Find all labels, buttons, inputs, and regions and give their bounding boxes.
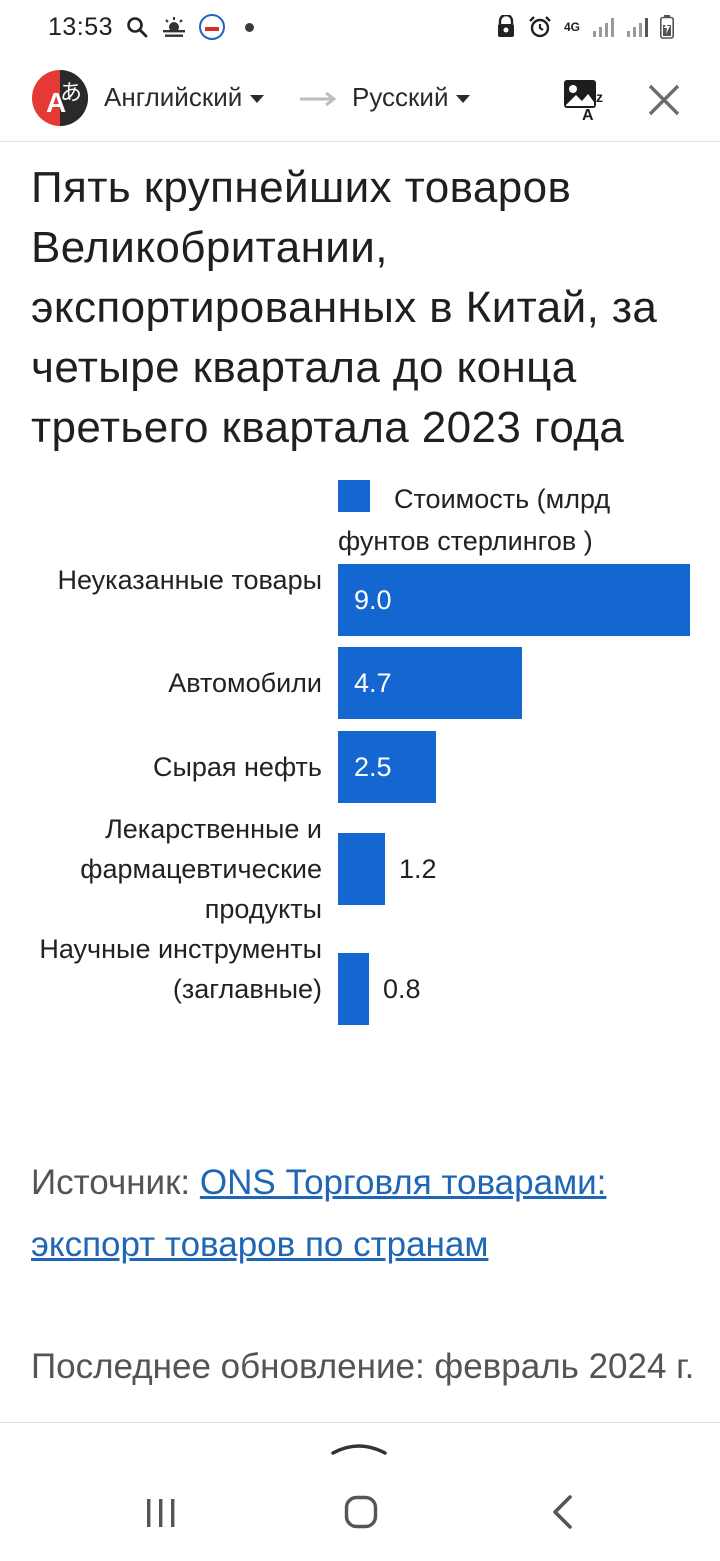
bar — [338, 647, 522, 719]
article-title: Пять крупнейших товаров Великобритании, … — [31, 163, 658, 452]
translate-toolbar: A あ Английский Русский A z — [0, 54, 720, 142]
svg-text:A: A — [582, 107, 594, 122]
bar-label: Автомобили — [168, 668, 322, 698]
bar-value-label: 2.5 — [354, 752, 392, 782]
alarm-icon — [529, 16, 551, 38]
translate-logo-icon: A あ — [32, 70, 88, 126]
home-icon[interactable] — [344, 1495, 378, 1529]
status-bar: 13:53 4G — [0, 0, 720, 54]
network-type: 4G — [563, 19, 580, 34]
source-link[interactable]: ONS Торговля товарами: экспорт товаров п… — [31, 1163, 607, 1264]
legend-swatch — [338, 480, 370, 512]
expand-handle-icon[interactable] — [330, 1437, 388, 1459]
legend-label: Стоимость (млрд фунтов стерлингов ) — [338, 484, 611, 556]
signal-icon-2 — [627, 18, 648, 37]
image-translate-icon[interactable]: A z — [562, 78, 608, 122]
svg-text:A: A — [46, 87, 66, 118]
bar-label: Сырая нефть — [152, 752, 322, 782]
bottom-navigation — [0, 1422, 720, 1561]
source-language-select[interactable]: Английский — [104, 82, 265, 113]
chart-legend: Стоимость (млрд фунтов стерлингов ) — [338, 478, 698, 562]
back-icon[interactable] — [550, 1495, 574, 1529]
source-line: Источник: ONS Торговля товарами: экспорт… — [31, 1152, 691, 1276]
target-language-select[interactable]: Русский — [352, 82, 471, 113]
bar — [338, 953, 369, 1025]
chevron-down-icon — [456, 94, 471, 103]
close-icon[interactable] — [646, 82, 682, 118]
bar-value-label: 0.8 — [383, 974, 421, 1004]
bar-value-label: 1.2 — [399, 854, 437, 884]
search-icon — [127, 17, 148, 38]
status-time: 13:53 — [48, 12, 114, 41]
bar — [338, 564, 690, 636]
signal-icon — [593, 18, 614, 37]
battery-icon — [660, 15, 674, 39]
chevron-down-icon — [250, 94, 265, 103]
notification-dot-icon — [245, 22, 255, 32]
bar — [338, 833, 385, 905]
bar-label: Неуказанные товары — [57, 565, 322, 595]
weather-icon — [163, 17, 186, 37]
target-language-label: Русский — [352, 82, 449, 112]
bar-chart: Неуказанные товары 9.0 Автомобили 4.7 Сырая … — [0, 560, 720, 1060]
gosuslugi-icon — [199, 14, 226, 40]
svg-text:あ: あ — [60, 81, 82, 106]
bar-value-label: 9.0 — [354, 585, 392, 615]
bar-label: Лекарственные и фармацевтические продукт… — [80, 814, 322, 924]
bar — [338, 731, 436, 803]
svg-text:z: z — [596, 89, 603, 105]
source-label: Источник: — [31, 1163, 200, 1202]
last-updated: Последнее обновление: февраль 2024 г. — [31, 1347, 695, 1386]
source-language-label: Английский — [104, 82, 243, 112]
bar-label: Научные инструменты (заглавные) — [39, 934, 322, 1004]
arrow-right-icon — [300, 92, 336, 106]
bar-value-label: 4.7 — [354, 668, 392, 698]
recent-apps-icon[interactable] — [144, 1497, 178, 1529]
secure-folder-icon — [497, 15, 514, 37]
